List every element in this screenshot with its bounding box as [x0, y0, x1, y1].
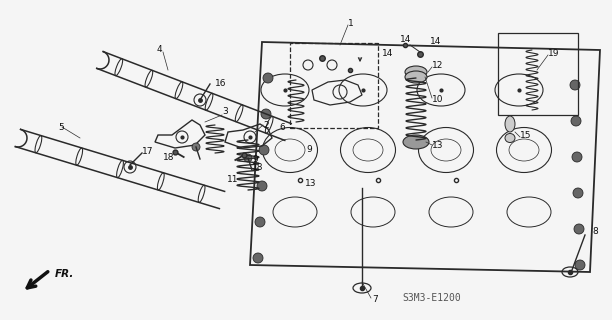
Text: 16: 16 [215, 79, 226, 89]
Text: S3M3-E1200: S3M3-E1200 [403, 293, 461, 303]
Text: 13: 13 [432, 140, 444, 149]
Circle shape [575, 260, 585, 270]
Text: 9: 9 [306, 146, 312, 155]
Text: 14: 14 [382, 49, 394, 58]
Text: 18: 18 [163, 153, 174, 162]
Text: 6: 6 [279, 124, 285, 132]
Text: 13: 13 [305, 180, 316, 188]
Circle shape [261, 109, 271, 119]
Text: 15: 15 [520, 131, 531, 140]
Circle shape [192, 143, 200, 151]
Circle shape [263, 73, 273, 83]
Text: 1: 1 [348, 19, 354, 28]
Text: 9: 9 [252, 156, 258, 164]
Text: 18: 18 [252, 163, 264, 172]
Text: 12: 12 [432, 60, 443, 69]
Text: 11: 11 [227, 175, 239, 185]
Circle shape [572, 152, 582, 162]
Ellipse shape [403, 135, 429, 149]
Circle shape [571, 116, 581, 126]
Text: 5: 5 [58, 123, 64, 132]
Text: 8: 8 [592, 228, 598, 236]
Text: 10: 10 [432, 95, 444, 105]
Circle shape [573, 188, 583, 198]
Bar [498, 33, 578, 115]
Circle shape [257, 181, 267, 191]
Text: 3: 3 [222, 108, 228, 116]
Ellipse shape [405, 66, 427, 78]
Ellipse shape [505, 116, 515, 132]
Text: FR.: FR. [55, 269, 75, 279]
Circle shape [570, 80, 580, 90]
Circle shape [255, 217, 265, 227]
Text: 19: 19 [548, 49, 559, 58]
Text: 2: 2 [263, 121, 269, 130]
Circle shape [574, 224, 584, 234]
Text: 4: 4 [157, 44, 163, 53]
Text: 14: 14 [400, 36, 411, 44]
Text: 14: 14 [430, 37, 441, 46]
Bar [290, 43, 378, 128]
Circle shape [253, 253, 263, 263]
Ellipse shape [405, 71, 427, 83]
Text: 17: 17 [142, 148, 154, 156]
Circle shape [244, 154, 252, 162]
Ellipse shape [505, 133, 515, 142]
Circle shape [259, 145, 269, 155]
Text: 7: 7 [372, 295, 378, 305]
